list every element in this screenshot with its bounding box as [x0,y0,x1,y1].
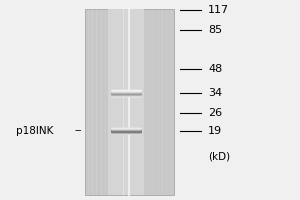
Text: 85: 85 [208,25,222,35]
Text: 19: 19 [208,126,222,136]
Text: --: -- [74,126,82,136]
Text: 48: 48 [208,64,222,74]
Text: 26: 26 [208,108,222,118]
Text: 117: 117 [208,5,229,15]
Text: (kD): (kD) [208,151,230,161]
Bar [108,9,144,195]
Text: p18INK: p18INK [16,126,54,136]
Bar [85,9,174,195]
Text: 34: 34 [208,88,222,98]
